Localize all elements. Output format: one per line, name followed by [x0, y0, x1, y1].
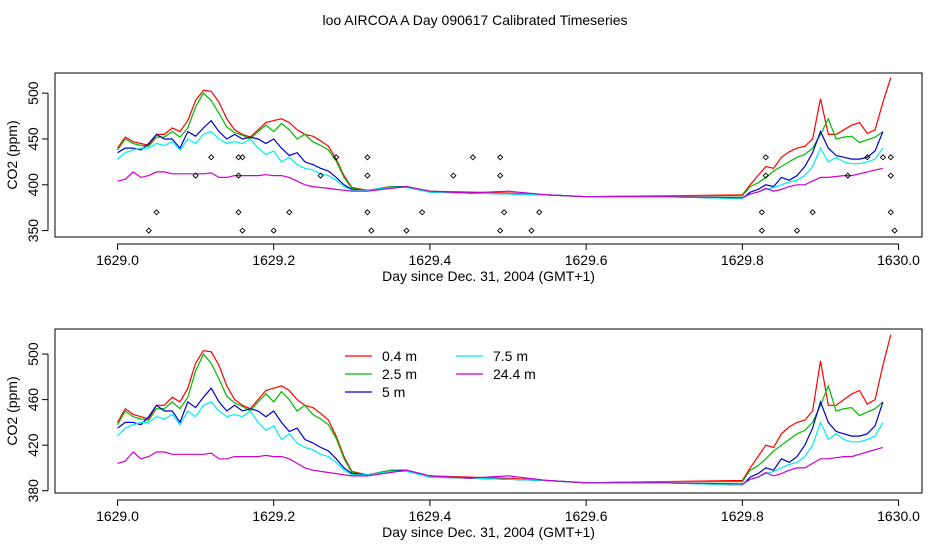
sample-marker — [497, 227, 504, 234]
sample-marker — [368, 227, 375, 234]
sample-marker — [364, 172, 371, 179]
series-group — [116, 334, 892, 486]
sample-marker — [762, 172, 769, 179]
y-tick-label: 500 — [25, 342, 41, 366]
sample-marker — [758, 209, 766, 216]
y-tick-label: 450 — [25, 127, 41, 151]
x-tick-label: 1629.4 — [409, 252, 452, 268]
sample-marker — [208, 154, 215, 161]
sample-marker — [497, 172, 504, 179]
sample-marker — [364, 209, 371, 216]
sample-marker — [887, 154, 894, 161]
x-tick-label: 1630.0 — [877, 508, 920, 524]
sample-marker — [887, 209, 894, 216]
plot-frame — [54, 72, 923, 238]
series-line-7-5-m — [117, 401, 884, 486]
sample-marker — [239, 154, 246, 161]
x-axis-label: Day since Dec. 31, 2004 (GMT+1) — [382, 524, 595, 540]
series-line-24-4-m — [117, 446, 884, 485]
series-line-0-4-m — [117, 77, 892, 198]
sample-marker — [270, 227, 277, 234]
bottom-panel: 1629.0 1629.2 1629.4 1629.6 1629.8 1630.0 380 4… — [4, 328, 923, 540]
sample-marker — [762, 154, 769, 161]
legend: 0.4 m 2.5 m 5 m 7.5 m 24.4 m — [345, 348, 536, 400]
x-tick-label: 1630.0 — [877, 252, 920, 268]
series-group — [117, 77, 898, 234]
x-tick-label: 1629.6 — [565, 508, 608, 524]
sample-marker — [333, 154, 340, 161]
x-tick-label: 1629.2 — [252, 508, 295, 524]
sample-marker — [793, 227, 801, 234]
y-tick-label: 380 — [25, 479, 41, 503]
sample-marker — [286, 209, 293, 216]
sample-marker — [758, 227, 766, 234]
sample-marker — [450, 172, 457, 179]
y-axis-label: CO2 (ppm) — [4, 120, 20, 189]
x-tick-label: 1629.6 — [565, 252, 608, 268]
sample-marker — [235, 172, 242, 179]
y-tick-label: 500 — [25, 81, 41, 105]
legend-label: 0.4 m — [382, 348, 417, 364]
sample-marker — [364, 154, 371, 161]
series-line-5-m — [117, 387, 884, 486]
sample-marker — [403, 227, 410, 234]
sample-marker — [418, 209, 426, 216]
x-tick-label: 1629.2 — [252, 252, 295, 268]
legend-label: 24.4 m — [493, 366, 536, 382]
sample-marker — [879, 154, 887, 161]
series-line-7-5-m — [117, 130, 884, 200]
series-line-2-5-m — [117, 92, 884, 198]
y-axis-label: CO2 (ppm) — [4, 376, 20, 445]
y-tick-label: 460 — [25, 388, 41, 412]
sample-marker — [497, 154, 504, 161]
sample-marker — [145, 227, 152, 234]
x-axis-label: Day since Dec. 31, 2004 (GMT+1) — [382, 268, 595, 284]
sample-marker — [235, 209, 242, 216]
sample-marker — [809, 209, 816, 216]
y-tick-label: 350 — [25, 219, 41, 243]
sample-marker — [500, 209, 508, 216]
series-line-24-4-m — [117, 167, 884, 199]
sample-marker — [887, 172, 894, 179]
sample-marker — [153, 209, 160, 216]
y-tick-label: 400 — [25, 173, 41, 197]
legend-label: 5 m — [382, 384, 405, 400]
y-tick-label: 420 — [25, 433, 41, 457]
series-line-5-m — [117, 119, 884, 200]
series-line-2-5-m — [116, 352, 884, 484]
x-tick-label: 1629.4 — [409, 508, 452, 524]
sample-marker — [844, 172, 851, 179]
sample-marker — [864, 154, 871, 161]
sample-marker — [891, 227, 898, 234]
chart-title: loo AIRCOA A Day 090617 Calibrated Times… — [322, 12, 627, 28]
sample-marker — [239, 227, 246, 234]
x-tick-label: 1629.8 — [721, 508, 764, 524]
sample-marker — [536, 209, 543, 216]
series-line-0-4-m — [116, 334, 892, 484]
legend-label: 2.5 m — [382, 366, 417, 382]
sample-marker — [528, 227, 535, 234]
sample-marker — [317, 172, 324, 179]
x-tick-label: 1629.8 — [721, 252, 764, 268]
sample-marker — [469, 154, 477, 161]
plot-frame — [54, 328, 923, 494]
x-tick-label: 1629.0 — [96, 508, 139, 524]
sample-marker — [192, 172, 199, 179]
top-panel: 1629.0 1629.2 1629.4 1629.6 1629.8 1630.0 350 4… — [4, 72, 923, 284]
x-tick-label: 1629.0 — [96, 252, 139, 268]
legend-label: 7.5 m — [493, 348, 528, 364]
